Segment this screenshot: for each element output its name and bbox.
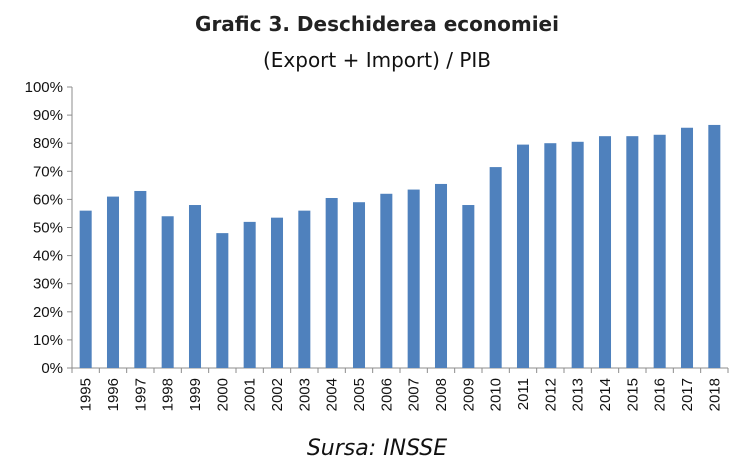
y-tick-label: 80% xyxy=(33,135,63,152)
y-tick-label: 60% xyxy=(33,191,63,208)
bar-1997 xyxy=(134,190,147,368)
bar-1999 xyxy=(188,205,202,368)
x-tick-label: 1997 xyxy=(132,378,149,411)
x-tick-label: 1998 xyxy=(160,378,177,411)
x-tick-label: 2006 xyxy=(378,378,395,411)
y-tick-label: 30% xyxy=(33,276,63,293)
bar-2006 xyxy=(380,193,393,368)
x-tick-label: 2011 xyxy=(515,378,532,410)
y-tick-label: 100% xyxy=(25,79,63,96)
y-tick-label: 50% xyxy=(33,220,63,237)
x-tick-label: 2002 xyxy=(269,378,286,411)
y-tick-label: 10% xyxy=(33,332,63,349)
y-tick-label: 40% xyxy=(33,248,63,265)
bar-2000 xyxy=(216,233,229,368)
y-axis-ticks: 0% 10% 20% 30% 40% 50% 60% 70% 80% 90% 100% xyxy=(25,79,72,377)
x-tick-label: 2001 xyxy=(242,378,259,411)
chart-subtitle: (Export + Import) / PIB xyxy=(262,48,492,72)
y-tick-label: 20% xyxy=(33,304,63,321)
x-tick-label: 2014 xyxy=(597,378,614,411)
x-tick-label: 2016 xyxy=(652,378,669,411)
x-axis-ticks: 1995 1996 1997 1998 1999 2000 2001 2002 2003 2004… xyxy=(71,368,729,411)
bar-2010 xyxy=(489,167,502,368)
chart-bars xyxy=(79,124,721,369)
bar-2004 xyxy=(325,197,338,368)
x-tick-label: 2008 xyxy=(433,378,450,411)
bar-2016 xyxy=(653,134,666,368)
bar-2011 xyxy=(516,144,530,368)
bar-2007 xyxy=(407,189,420,368)
source-note: Sursa: INSSE xyxy=(306,436,448,461)
x-tick-label: 2007 xyxy=(406,378,423,411)
bar-1998 xyxy=(161,216,174,368)
bar-2012 xyxy=(544,143,557,368)
bar-2013 xyxy=(571,141,584,368)
bar-2005 xyxy=(352,202,366,368)
x-tick-label: 2015 xyxy=(624,378,641,411)
bar-1996 xyxy=(106,196,120,368)
bar-2014 xyxy=(598,136,612,368)
chart-title: Grafic 3. Deschiderea economiei xyxy=(195,12,559,36)
bar-2008 xyxy=(434,183,448,368)
x-tick-label: 1996 xyxy=(105,378,122,411)
y-tick-label: 70% xyxy=(33,163,63,180)
x-tick-label: 2012 xyxy=(542,378,559,411)
x-tick-label: 2004 xyxy=(324,378,341,411)
bar-2003 xyxy=(298,210,311,368)
x-tick-label: 2000 xyxy=(214,378,231,411)
y-tick-label: 0% xyxy=(41,360,63,377)
x-tick-label: 2009 xyxy=(460,378,477,411)
bar-2001 xyxy=(243,221,256,368)
x-tick-label: 1999 xyxy=(187,378,204,411)
y-tick-label: 90% xyxy=(33,107,63,124)
bar-2018 xyxy=(708,124,721,368)
x-tick-label: 2018 xyxy=(706,378,723,411)
bar-2015 xyxy=(626,136,639,368)
bar-2009 xyxy=(462,205,475,368)
bar-2002 xyxy=(270,217,284,368)
x-tick-label: 2017 xyxy=(679,378,696,411)
bar-1995 xyxy=(79,210,92,368)
x-tick-label: 1995 xyxy=(78,378,95,411)
x-tick-label: 2010 xyxy=(488,378,505,411)
x-tick-label: 2013 xyxy=(570,378,587,411)
x-tick-label: 2003 xyxy=(296,378,313,411)
x-tick-label: 2005 xyxy=(351,378,368,411)
bar-2017 xyxy=(680,127,694,369)
